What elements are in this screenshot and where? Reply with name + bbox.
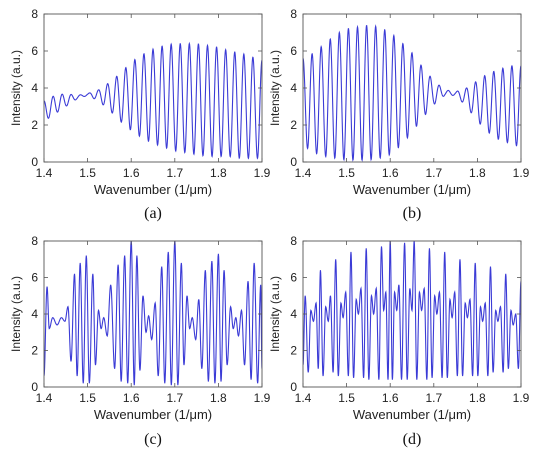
x-tick-label: 1.4 bbox=[295, 166, 312, 180]
y-tick-label: 2 bbox=[31, 344, 38, 358]
chart-panel-c: 1.4 1.5 1.6 1.7 1.8 1.9 0 2 4 6 8 Wavenumber (1/μm)… bbox=[9, 234, 271, 448]
x-tick-label: 1.5 bbox=[338, 166, 355, 180]
x-tick-label: 1.5 bbox=[79, 166, 96, 180]
y-axis-label: Intensity (a.u.) bbox=[268, 50, 282, 126]
x-tick-label: 1.9 bbox=[513, 166, 530, 180]
y-tick-label: 8 bbox=[31, 7, 38, 21]
x-tick-label: 1.5 bbox=[338, 391, 355, 405]
y-tick-label: 2 bbox=[290, 344, 297, 358]
y-tick-label: 2 bbox=[31, 118, 38, 132]
x-tick-label: 1.7 bbox=[425, 391, 442, 405]
series-line bbox=[44, 241, 262, 386]
y-tick-label: 4 bbox=[290, 81, 297, 95]
y-tick-label: 4 bbox=[31, 81, 38, 95]
x-tick-label: 1.9 bbox=[254, 166, 271, 180]
x-axis-label: Wavenumber (1/μm) bbox=[353, 407, 471, 422]
y-tick-label: 6 bbox=[31, 44, 38, 58]
series-line bbox=[44, 41, 262, 160]
x-tick-label: 1.6 bbox=[382, 391, 399, 405]
y-tick-label: 4 bbox=[290, 307, 297, 321]
x-tick-label: 1.4 bbox=[36, 166, 53, 180]
x-tick-label: 1.6 bbox=[123, 391, 140, 405]
x-tick-label: 1.8 bbox=[469, 166, 486, 180]
y-tick-label: 2 bbox=[290, 118, 297, 132]
y-tick-label: 8 bbox=[290, 234, 297, 248]
y-tick-label: 0 bbox=[31, 155, 38, 169]
panel-caption: (a) bbox=[144, 205, 162, 222]
panel-caption: (b) bbox=[403, 205, 422, 222]
y-tick-label: 0 bbox=[290, 155, 297, 169]
panel-caption: (c) bbox=[144, 431, 162, 448]
y-axis-label: Intensity (a.u.) bbox=[9, 50, 23, 126]
y-tick-label: 6 bbox=[290, 271, 297, 285]
x-tick-label: 1.6 bbox=[123, 166, 140, 180]
x-tick-label: 1.7 bbox=[425, 166, 442, 180]
y-tick-label: 0 bbox=[290, 380, 297, 394]
x-tick-label: 1.8 bbox=[210, 166, 227, 180]
y-tick-label: 6 bbox=[31, 271, 38, 285]
y-tick-label: 0 bbox=[31, 380, 38, 394]
x-tick-label: 1.4 bbox=[36, 391, 53, 405]
x-tick-label: 1.8 bbox=[469, 391, 486, 405]
x-tick-label: 1.4 bbox=[295, 391, 312, 405]
x-axis-label: Wavenumber (1/μm) bbox=[353, 182, 471, 197]
panel-caption: (d) bbox=[403, 431, 422, 448]
x-tick-label: 1.9 bbox=[513, 391, 530, 405]
y-tick-label: 6 bbox=[290, 44, 297, 58]
chart-panel-a: 1.4 1.5 1.6 1.7 1.8 1.9 0 2 4 6 8 Wavenumber (1/μm)… bbox=[9, 7, 271, 222]
y-axis-label: Intensity (a.u.) bbox=[9, 276, 23, 352]
series-line bbox=[303, 241, 521, 380]
x-axis-label: Wavenumber (1/μm) bbox=[94, 182, 212, 197]
y-tick-label: 8 bbox=[290, 7, 297, 21]
x-tick-label: 1.7 bbox=[166, 166, 183, 180]
x-tick-label: 1.8 bbox=[210, 391, 227, 405]
chart-panel-b: 1.4 1.5 1.6 1.7 1.8 1.9 0 2 4 6 8 Wavenumber (1/μm)… bbox=[268, 7, 530, 222]
series-line bbox=[303, 24, 521, 162]
x-tick-label: 1.7 bbox=[166, 391, 183, 405]
x-tick-label: 1.6 bbox=[382, 166, 399, 180]
y-tick-label: 4 bbox=[31, 307, 38, 321]
x-tick-label: 1.5 bbox=[79, 391, 96, 405]
y-tick-label: 8 bbox=[31, 234, 38, 248]
x-axis-label: Wavenumber (1/μm) bbox=[94, 407, 212, 422]
chart-panel-d: 1.4 1.5 1.6 1.7 1.8 1.9 0 2 4 6 8 Wavenumber (1/μm)… bbox=[268, 234, 530, 448]
y-axis-label: Intensity (a.u.) bbox=[268, 276, 282, 352]
x-tick-label: 1.9 bbox=[254, 391, 271, 405]
